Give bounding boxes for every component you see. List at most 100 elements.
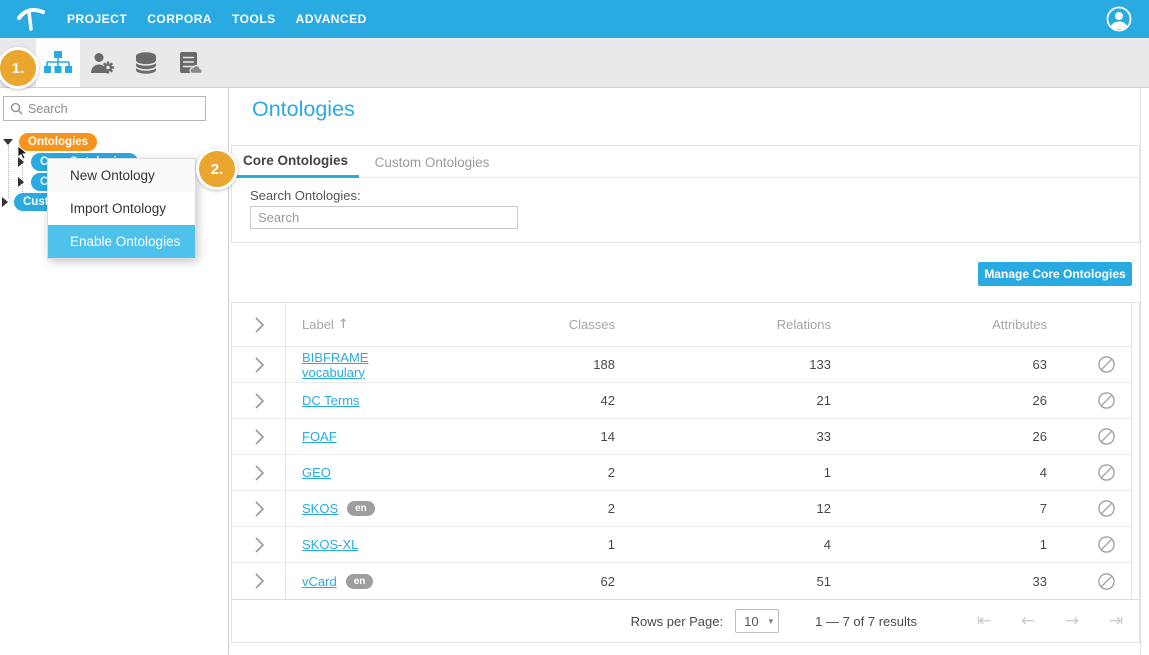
disable-ontology-icon[interactable] <box>1097 355 1116 374</box>
annotation-step-1: 1. <box>0 47 39 89</box>
table-row: vCard en 62 51 33 <box>232 563 1131 599</box>
user-roles-tab[interactable] <box>80 38 124 87</box>
tree-node-ontologies[interactable]: Ontologies <box>19 133 98 151</box>
ontology-link[interactable]: SKOS-XL <box>302 537 359 552</box>
table-row: GEO 2 1 4 <box>232 455 1131 491</box>
ontology-link[interactable]: DC Terms <box>302 393 360 408</box>
menu-item-import-ontology[interactable]: Import Ontology <box>70 201 167 216</box>
menu-advanced[interactable]: ADVANCED <box>295 12 367 26</box>
ontology-link[interactable]: FOAF <box>302 429 337 444</box>
classes-count: 14 <box>600 429 615 444</box>
menu-corpora[interactable]: CORPORA <box>147 12 213 26</box>
expand-arrow-icon[interactable] <box>18 177 24 187</box>
main-menu: PROJECT CORPORA TOOLS ADVANCED <box>67 0 367 38</box>
expand-row-chevron-icon[interactable] <box>253 572 265 590</box>
table-header-row: Label ↑ Classes Relations Attributes <box>232 303 1131 347</box>
ontology-link[interactable]: GEO <box>302 465 331 480</box>
expand-row-chevron-icon[interactable] <box>253 428 265 446</box>
manage-core-ontologies-button[interactable]: Manage Core Ontologies <box>978 262 1132 286</box>
menu-item-enable-ontologies[interactable]: Enable Ontologies <box>48 225 195 258</box>
sort-ascending-icon: ↑ <box>337 317 349 332</box>
disable-ontology-icon[interactable] <box>1097 463 1116 482</box>
sidebar-search-box[interactable] <box>3 96 206 121</box>
dropdown-caret-icon: ▾ <box>768 615 774 626</box>
last-page-button[interactable]: ⇥ <box>1108 611 1124 631</box>
attributes-count: 26 <box>1032 429 1047 444</box>
ontology-link[interactable]: vCard <box>302 573 337 589</box>
search-ontologies-input[interactable] <box>250 206 518 229</box>
attributes-count: 4 <box>1039 465 1047 480</box>
relations-count: 133 <box>809 357 831 372</box>
rows-per-page-select[interactable]: 10 ▾ <box>735 609 780 633</box>
expand-all-chevron-icon[interactable] <box>253 316 265 334</box>
expand-row-chevron-icon[interactable] <box>253 356 265 374</box>
menu-project[interactable]: PROJECT <box>67 12 128 26</box>
tab-bar: Core Ontologies Custom Ontologies <box>232 146 1139 178</box>
rows-per-page-label: Rows per Page: <box>630 613 724 629</box>
language-badge: en <box>347 501 375 516</box>
classes-count: 62 <box>600 573 615 589</box>
tab-custom-ontologies[interactable]: Custom Ontologies <box>374 154 490 170</box>
relations-count: 21 <box>816 393 831 408</box>
table-row: BIBFRAME vocabulary 188 133 63 <box>232 347 1131 383</box>
menu-item-new-ontology[interactable]: New Ontology <box>48 159 195 192</box>
disable-ontology-icon[interactable] <box>1097 391 1116 410</box>
table-row: SKOS-XL 1 4 1 <box>232 527 1131 563</box>
column-header-classes[interactable]: Classes <box>568 317 615 332</box>
ontology-hierarchy-tab[interactable] <box>36 38 80 87</box>
tree-item-ontologies: Ontologies <box>3 132 98 152</box>
expand-row-chevron-icon[interactable] <box>253 464 265 482</box>
column-header-relations[interactable]: Relations <box>776 317 831 332</box>
top-nav-bar: PROJECT CORPORA TOOLS ADVANCED <box>0 0 1149 38</box>
disable-ontology-icon[interactable] <box>1097 572 1116 591</box>
disable-ontology-icon[interactable] <box>1097 535 1116 554</box>
disable-ontology-icon[interactable] <box>1097 499 1116 518</box>
attributes-count: 26 <box>1032 393 1047 408</box>
column-header-label[interactable]: Label ↑ <box>302 317 349 332</box>
attributes-count: 33 <box>1032 573 1047 589</box>
ontologies-panel: Core Ontologies Custom Ontologies Search… <box>231 145 1140 243</box>
ontology-link[interactable]: BIBFRAME vocabulary <box>302 349 369 380</box>
attributes-count: 7 <box>1039 501 1047 516</box>
classes-count: 2 <box>607 501 615 516</box>
expand-arrow-icon[interactable] <box>18 157 24 167</box>
search-icon <box>10 102 23 115</box>
ontologies-table: Label ↑ Classes Relations Attributes BIB… <box>231 302 1140 643</box>
relations-count: 33 <box>816 429 831 444</box>
first-page-button[interactable]: ⇤ <box>976 611 992 631</box>
classes-count: 42 <box>600 393 615 408</box>
sidebar-search-input[interactable] <box>28 101 188 116</box>
relations-count: 12 <box>816 501 831 516</box>
database-icon <box>135 51 157 74</box>
expand-row-chevron-icon[interactable] <box>253 536 265 554</box>
expand-arrow-icon[interactable] <box>2 197 8 207</box>
mouse-cursor-icon <box>17 145 29 165</box>
server-cloud-icon <box>180 51 203 74</box>
collapse-arrow-icon[interactable] <box>3 139 13 145</box>
menu-tools[interactable]: TOOLS <box>232 12 276 26</box>
user-account-icon[interactable] <box>1105 5 1133 33</box>
relations-count: 4 <box>823 537 831 552</box>
datasets-tab[interactable] <box>124 38 168 87</box>
table-row: DC Terms 42 21 26 <box>232 383 1131 419</box>
previous-page-button[interactable]: ← <box>1020 611 1036 631</box>
relations-count: 51 <box>816 573 831 589</box>
annotation-step-2: 2. <box>196 148 238 190</box>
column-header-attributes[interactable]: Attributes <box>992 317 1047 332</box>
expand-row-chevron-icon[interactable] <box>253 392 265 410</box>
sitemap-icon <box>44 50 72 73</box>
expand-row-chevron-icon[interactable] <box>253 500 265 518</box>
tab-core-ontologies[interactable]: Core Ontologies <box>232 146 359 178</box>
main-panel: Ontologies Core Ontologies Custom Ontolo… <box>230 88 1141 655</box>
context-menu: New Ontology Import Ontology Enable Onto… <box>47 158 196 259</box>
disable-ontology-icon[interactable] <box>1097 427 1116 446</box>
next-page-button[interactable]: → <box>1064 611 1080 631</box>
classes-count: 188 <box>593 357 615 372</box>
topquadrant-logo-icon <box>16 3 46 38</box>
attributes-count: 63 <box>1032 357 1047 372</box>
server-admin-tab[interactable] <box>168 38 212 87</box>
user-gear-icon <box>91 52 114 73</box>
search-ontologies-label: Search Ontologies: <box>250 188 361 203</box>
ontology-link[interactable]: SKOS <box>302 501 339 516</box>
